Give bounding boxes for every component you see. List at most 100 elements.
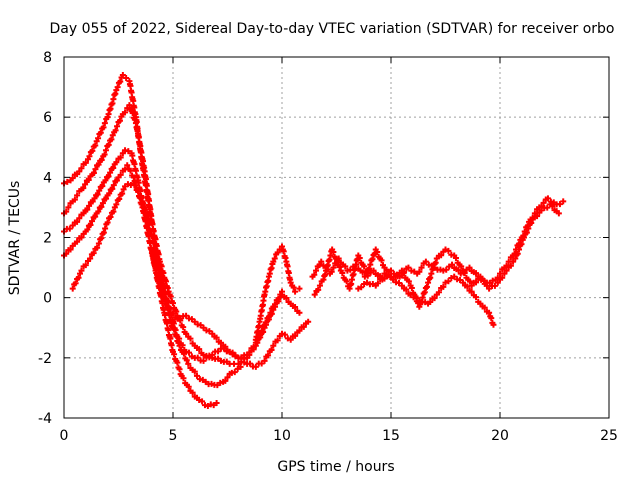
data-point: [117, 171, 124, 178]
data-point: [102, 225, 109, 232]
data-point: [369, 256, 376, 263]
data-point: [361, 263, 368, 270]
data-point: [108, 136, 115, 143]
data-point: [119, 72, 126, 79]
data-point: [120, 186, 127, 193]
data-point: [75, 274, 82, 281]
data-point: [91, 195, 98, 202]
data-point: [292, 303, 299, 310]
data-point: [229, 349, 236, 356]
data-point: [80, 210, 87, 217]
data-point: [183, 330, 190, 337]
data-point: [491, 282, 498, 289]
data-point: [281, 331, 288, 338]
data-point: [87, 221, 94, 228]
data-point: [296, 285, 303, 292]
data-point: [69, 285, 76, 292]
x-tick-label: 15: [382, 428, 400, 444]
data-point: [427, 274, 434, 281]
data-point: [100, 229, 107, 236]
data-point: [421, 289, 428, 296]
x-axis-label: GPS time / hours: [277, 459, 394, 475]
data-point: [107, 169, 114, 176]
data-point: [534, 213, 541, 220]
data-point: [89, 147, 96, 154]
y-tick-label: -4: [38, 411, 52, 427]
data-point: [318, 258, 325, 265]
data-point: [292, 288, 299, 295]
data-point: [78, 267, 85, 274]
data-point: [110, 208, 117, 215]
data-point: [185, 383, 192, 390]
data-point: [481, 304, 488, 311]
data-point: [213, 399, 220, 406]
data-point: [94, 191, 101, 198]
data-point: [292, 332, 299, 339]
data-point: [96, 187, 103, 194]
data-point: [486, 309, 493, 316]
data-point: [334, 257, 341, 264]
data-point: [98, 157, 105, 164]
data-point: [193, 372, 200, 379]
data-point: [305, 318, 312, 325]
data-point: [110, 165, 117, 172]
data-point: [452, 254, 459, 261]
data-point: [92, 142, 99, 149]
data-point: [556, 201, 563, 208]
data-point: [92, 166, 99, 173]
data-point: [328, 268, 335, 275]
data-point: [466, 278, 473, 285]
data-point: [107, 214, 114, 221]
data-point: [180, 375, 187, 382]
data-point: [445, 278, 452, 285]
series-trace-7: [309, 195, 567, 286]
x-tick-label: 0: [60, 428, 69, 444]
data-point: [336, 263, 343, 270]
data-point: [129, 109, 136, 116]
data-point: [106, 190, 113, 197]
grid-lines: [64, 57, 609, 418]
data-point: [237, 363, 244, 370]
data-point: [200, 357, 207, 364]
series-trace-8: [311, 201, 562, 310]
data-point: [113, 87, 120, 94]
data-point: [116, 117, 123, 124]
data-point: [364, 270, 371, 277]
data-point: [125, 148, 132, 155]
data-point: [238, 355, 245, 362]
data-point: [449, 261, 456, 268]
data-point: [274, 337, 281, 344]
data-point: [95, 161, 102, 168]
data-point: [473, 270, 480, 277]
data-point: [468, 288, 475, 295]
data-point: [123, 75, 130, 82]
series-trace-6: [252, 243, 303, 343]
data-point: [90, 250, 97, 257]
data-point: [95, 240, 102, 247]
data-point: [356, 254, 363, 261]
chart-title: Day 055 of 2022, Sidereal Day-to-day VTE…: [50, 21, 615, 37]
data-point: [100, 124, 107, 131]
y-tick-label: -2: [38, 351, 52, 367]
data-point: [408, 285, 415, 292]
data-point: [173, 308, 180, 315]
data-point: [116, 195, 123, 202]
series-trace-5: [69, 180, 312, 370]
data-point: [122, 109, 129, 116]
data-point: [416, 268, 423, 275]
data-point: [405, 278, 412, 285]
data-point: [80, 185, 87, 192]
data-point: [287, 336, 294, 343]
data-point: [98, 203, 105, 210]
data-point: [94, 244, 101, 251]
data-marks: [61, 72, 567, 409]
y-tick-label: 2: [43, 231, 52, 247]
data-point: [271, 255, 278, 262]
data-point: [101, 151, 108, 158]
data-point: [138, 195, 145, 202]
data-point: [265, 313, 272, 320]
data-point: [185, 360, 192, 367]
data-point: [510, 258, 517, 265]
data-point: [112, 127, 119, 134]
data-point: [315, 286, 322, 293]
